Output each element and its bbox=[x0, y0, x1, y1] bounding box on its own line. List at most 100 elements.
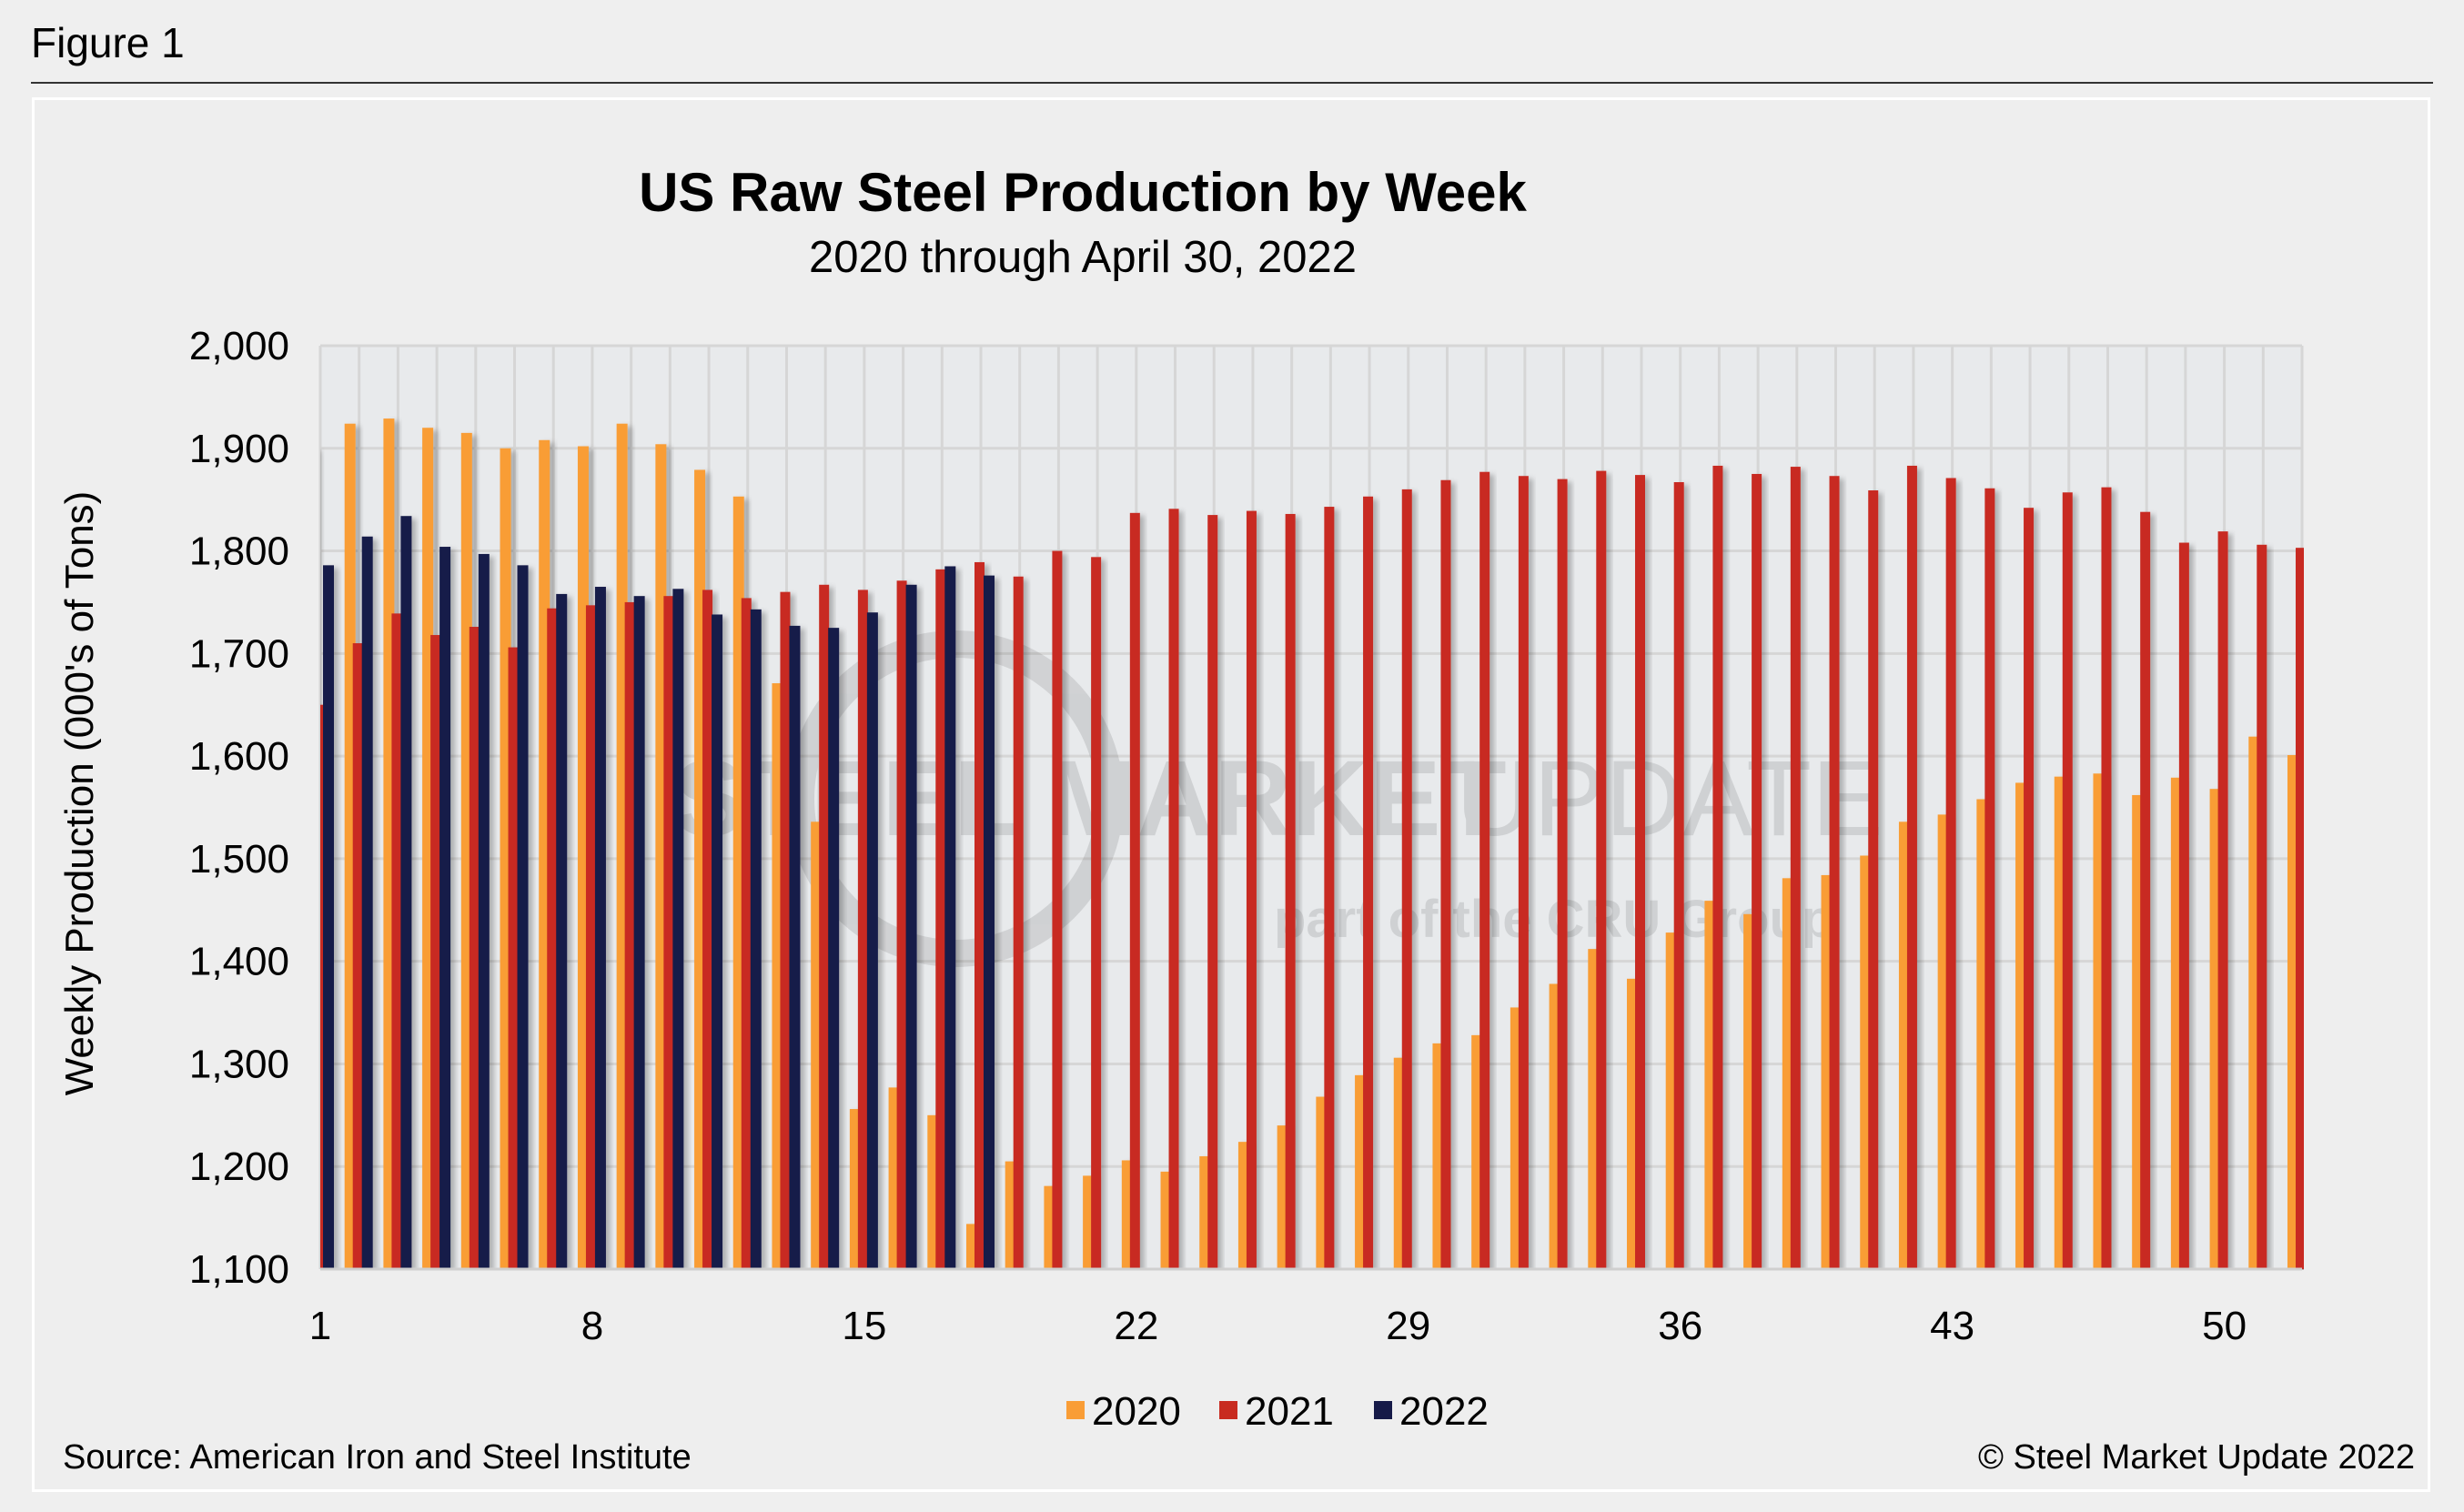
legend-swatch-2022 bbox=[1374, 1401, 1392, 1419]
chart-title: US Raw Steel Production by Week bbox=[639, 162, 1527, 223]
bar-2022-week-6 bbox=[517, 565, 529, 1269]
bar-2021-week-13 bbox=[780, 591, 791, 1269]
bar-2022-week-12 bbox=[750, 609, 762, 1269]
bar-2021-week-35 bbox=[1635, 475, 1645, 1269]
x-tick-label: 43 bbox=[1930, 1304, 1974, 1348]
legend-label-2022: 2022 bbox=[1399, 1389, 1489, 1434]
bar-2021-week-23 bbox=[1168, 509, 1179, 1269]
bar-2021-week-12 bbox=[741, 598, 752, 1269]
bar-2021-week-26 bbox=[1285, 513, 1296, 1269]
y-tick-label: 1,100 bbox=[189, 1247, 289, 1292]
x-tick-label: 8 bbox=[581, 1304, 603, 1348]
bar-2021-week-41 bbox=[1868, 490, 1879, 1269]
bar-2021-week-45 bbox=[2024, 508, 2035, 1269]
legend: 2020 2021 2022 bbox=[1066, 1389, 1489, 1434]
legend-label-2021: 2021 bbox=[1245, 1389, 1334, 1434]
bar-2020-week-5 bbox=[460, 432, 472, 1270]
x-tick-label: 15 bbox=[842, 1304, 886, 1348]
y-tick-label: 1,300 bbox=[189, 1042, 289, 1086]
x-tick-label: 29 bbox=[1386, 1304, 1430, 1348]
bar-2021-week-22 bbox=[1129, 512, 1140, 1269]
bar-2021-week-32 bbox=[1518, 476, 1529, 1269]
bar-2020-week-1 bbox=[306, 449, 317, 1269]
divider bbox=[31, 82, 2433, 84]
bar-2022-week-2 bbox=[361, 536, 373, 1269]
bar-2022-week-9 bbox=[633, 596, 645, 1269]
bar-2021-week-3 bbox=[391, 613, 402, 1269]
bar-2021-week-38 bbox=[1752, 473, 1762, 1269]
bar-2021-week-14 bbox=[819, 584, 830, 1269]
bar-2021-week-8 bbox=[585, 605, 596, 1269]
bar-2021-week-30 bbox=[1440, 479, 1451, 1269]
bar-2021-week-1 bbox=[320, 704, 324, 1269]
bar-2021-week-49 bbox=[2178, 542, 2189, 1269]
bar-2022-week-5 bbox=[478, 553, 490, 1269]
bar-2021-week-31 bbox=[1479, 471, 1490, 1269]
bar-2021-week-47 bbox=[2101, 487, 2112, 1269]
bar-2021-week-36 bbox=[1673, 481, 1684, 1269]
bar-2021-week-25 bbox=[1246, 510, 1257, 1269]
bar-2022-week-14 bbox=[828, 628, 840, 1269]
bar-2021-week-50 bbox=[2217, 531, 2228, 1269]
bar-2021-week-9 bbox=[624, 601, 635, 1269]
y-tick-label: 1,600 bbox=[189, 734, 289, 779]
x-tick-label: 1 bbox=[309, 1304, 331, 1348]
x-tick-label: 36 bbox=[1658, 1304, 1702, 1348]
copyright-note: © Steel Market Update 2022 bbox=[1978, 1438, 2415, 1477]
bar-2021-week-19 bbox=[1013, 576, 1024, 1269]
bar-2021-week-39 bbox=[1790, 467, 1801, 1269]
chart-subtitle: 2020 through April 30, 2022 bbox=[809, 233, 1357, 282]
bar-2021-week-21 bbox=[1091, 557, 1102, 1269]
bar-2021-week-33 bbox=[1557, 479, 1568, 1269]
bar-2022-week-1 bbox=[323, 565, 334, 1269]
source-note: Source: American Iron and Steel Institut… bbox=[63, 1438, 692, 1477]
bar-2021-week-51 bbox=[2257, 544, 2267, 1269]
y-tick-label: 1,500 bbox=[189, 837, 289, 882]
bar-2022-week-10 bbox=[672, 589, 684, 1269]
bar-2022-week-18 bbox=[984, 575, 995, 1269]
bar-2021-week-7 bbox=[547, 608, 558, 1269]
y-tick-label: 2,000 bbox=[189, 324, 289, 368]
bar-2021-week-37 bbox=[1712, 465, 1723, 1269]
bars bbox=[306, 418, 2304, 1270]
y-tick-label: 1,200 bbox=[189, 1144, 289, 1189]
bar-2021-week-40 bbox=[1829, 476, 1840, 1269]
y-axis: 1,100 1,200 1,300 1,400 1,500 1,600 1,700 1,800… bbox=[189, 324, 289, 1292]
x-tick-label: 22 bbox=[1114, 1304, 1158, 1348]
y-tick-label: 1,700 bbox=[189, 631, 289, 676]
bar-2022-week-4 bbox=[439, 547, 451, 1269]
bar-2022-week-15 bbox=[866, 612, 878, 1269]
figure-label: Figure 1 bbox=[31, 19, 185, 66]
bar-2021-week-15 bbox=[857, 590, 868, 1269]
bar-2022-week-13 bbox=[789, 625, 801, 1269]
bar-2021-week-52 bbox=[2296, 548, 2304, 1269]
bar-2021-week-29 bbox=[1401, 489, 1412, 1269]
bar-2022-week-17 bbox=[944, 566, 956, 1269]
x-axis: 1 8 15 22 29 36 43 50 bbox=[309, 1267, 2302, 1348]
bar-2021-week-42 bbox=[1906, 465, 1917, 1269]
bar-2022-week-7 bbox=[556, 593, 568, 1269]
bar-2021-week-17 bbox=[935, 569, 946, 1269]
bar-2022-week-8 bbox=[594, 587, 606, 1269]
bar-2022-week-16 bbox=[905, 584, 917, 1269]
bar-2021-week-46 bbox=[2062, 492, 2073, 1269]
bar-2021-week-4 bbox=[430, 635, 441, 1269]
y-tick-label: 1,900 bbox=[189, 427, 289, 471]
bar-2022-week-11 bbox=[712, 614, 723, 1269]
bar-2021-week-28 bbox=[1363, 496, 1374, 1269]
legend-label-2020: 2020 bbox=[1092, 1389, 1181, 1434]
y-tick-label: 1,400 bbox=[189, 940, 289, 984]
y-tick-label: 1,800 bbox=[189, 529, 289, 574]
bar-2021-week-27 bbox=[1324, 507, 1335, 1269]
legend-swatch-2020 bbox=[1066, 1401, 1085, 1419]
bar-2021-week-20 bbox=[1052, 550, 1063, 1269]
bar-2021-week-43 bbox=[1945, 478, 1956, 1269]
bar-2021-week-34 bbox=[1596, 470, 1607, 1269]
bar-2021-week-10 bbox=[663, 596, 674, 1269]
bar-2021-week-6 bbox=[508, 647, 519, 1269]
bar-2021-week-2 bbox=[352, 643, 363, 1269]
bar-2022-week-3 bbox=[400, 516, 412, 1269]
bar-2021-week-24 bbox=[1207, 515, 1218, 1269]
bar-2021-week-44 bbox=[1984, 488, 1995, 1269]
